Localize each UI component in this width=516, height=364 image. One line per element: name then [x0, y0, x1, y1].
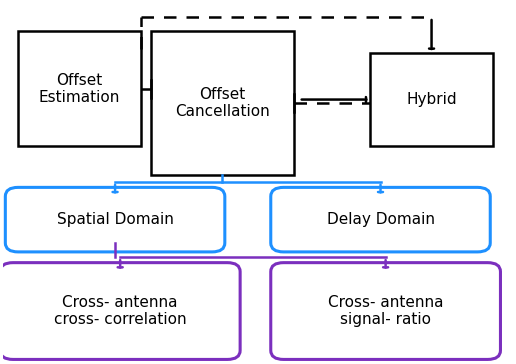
FancyBboxPatch shape [370, 53, 493, 146]
Text: Spatial Domain: Spatial Domain [57, 212, 173, 227]
FancyBboxPatch shape [0, 263, 240, 359]
FancyBboxPatch shape [271, 187, 490, 252]
FancyBboxPatch shape [5, 187, 225, 252]
Text: Delay Domain: Delay Domain [327, 212, 434, 227]
Text: Cross- antenna
signal- ratio: Cross- antenna signal- ratio [328, 295, 443, 327]
FancyBboxPatch shape [18, 31, 140, 146]
FancyBboxPatch shape [271, 263, 501, 359]
FancyBboxPatch shape [151, 31, 294, 175]
Text: Hybrid: Hybrid [406, 92, 457, 107]
Text: Cross- antenna
cross- correlation: Cross- antenna cross- correlation [54, 295, 186, 327]
Text: Offset
Estimation: Offset Estimation [39, 72, 120, 105]
Text: Offset
Cancellation: Offset Cancellation [175, 87, 270, 119]
